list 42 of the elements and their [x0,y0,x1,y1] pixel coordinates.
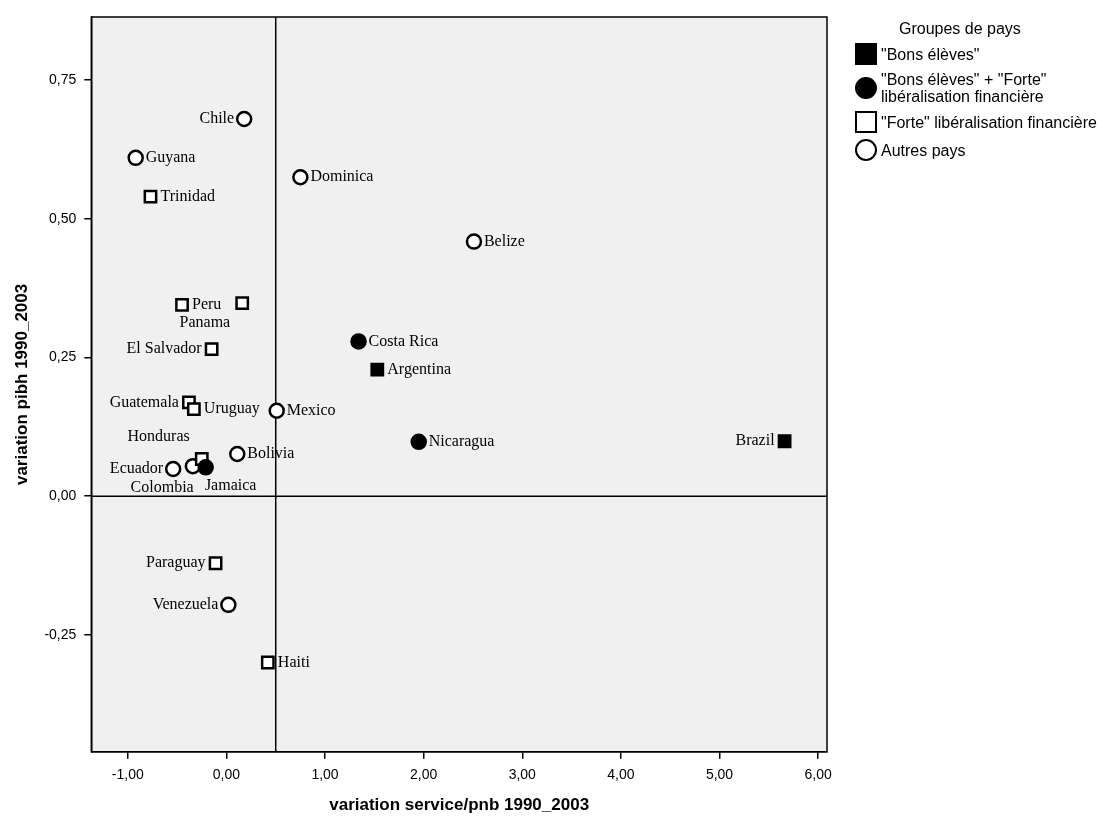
data-label: Honduras [127,427,190,445]
x-axis-title: variation service/pnb 1990_2003 [329,795,590,815]
legend-title: Groupes de pays [898,20,1022,37]
data-label: Brazil [735,431,776,449]
y-tick-label: -0,25 [44,625,77,642]
data-label: Haiti [277,652,311,670]
data-label: Panama [179,313,231,331]
data-label: Nicaragua [428,432,495,450]
x-tick-label: 3,00 [508,766,537,783]
legend-label: "Bons élèves" + "Forte" libéralisation financière [881,71,1048,105]
x-tick-label: 0,00 [212,766,241,783]
x-tick-label: 1,00 [311,766,339,783]
data-label: Costa Rica [368,331,439,349]
data-label: El Salvador [126,339,203,357]
data-label: Dominica [310,167,374,185]
y-tick-label: 0,50 [49,209,77,226]
legend-label: "Forte" libéralisation financière [881,113,1097,131]
data-label: Colombia [130,477,194,495]
data-label: Paraguay [146,553,206,572]
x-tick-label: 5,00 [705,766,734,783]
data-label: Belize [483,231,525,249]
data-label: Uruguay [203,399,260,418]
y-tick-label: 0,75 [49,71,77,88]
data-label: Guatemala [109,392,179,410]
legend-label: Autres pays [881,141,966,159]
x-tick-label: 2,00 [410,766,438,783]
y-axis-title: variation pibh 1990_2003 [11,283,31,486]
legend-label: "Bons élèves" [881,45,980,63]
data-label: Jamaica [204,476,257,494]
data-label: Venezuela [152,595,219,613]
data-label: Guyana [145,148,196,167]
data-label: Ecuador [109,459,164,477]
x-tick-label: -1,00 [111,766,144,783]
data-label: Argentina [387,359,451,378]
data-label: Chile [199,109,235,127]
y-tick-label: 0,00 [49,487,77,503]
data-label: Trinidad [160,186,216,204]
data-label: Peru [192,295,222,313]
x-tick-label: 4,00 [607,766,635,783]
data-label: Mexico [286,400,336,418]
x-tick-label: 6,00 [804,766,832,783]
y-tick-label: 0,25 [49,348,77,365]
